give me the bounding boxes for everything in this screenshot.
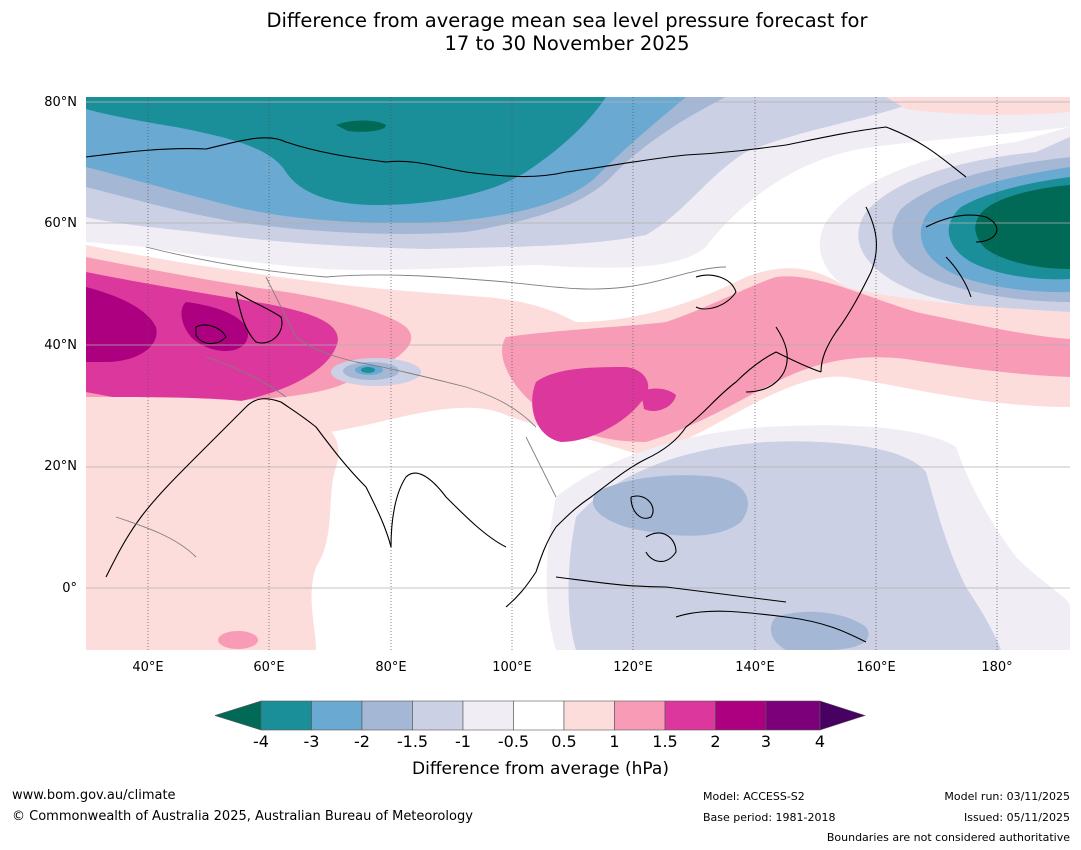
colorbar-bin--2--1.5 [361,700,413,731]
colorbar [215,700,866,731]
tibet-negative-anomaly [331,358,421,386]
lat-label-60n: 60°N [44,216,77,231]
colorbar-extend-high [819,700,866,731]
colorbar-tick: -2 [354,732,370,751]
colorbar-tick: -0.5 [497,732,530,751]
lon-label-140e: 140°E [735,660,775,675]
colorbar-bin-2-3 [715,700,767,731]
tropical-pacific-negative-anomaly [546,425,1070,650]
colorbar-bin--0.5-0.5 [513,700,565,731]
colorbar-tick: 2 [710,732,721,751]
colorbar-bin--4--3 [260,700,312,731]
colorbar-bin-1.5-2 [664,700,716,731]
colorbar-title: Difference from average (hPa) [412,759,669,779]
model-name: Model: ACCESS-S2 [703,790,805,803]
model-run-date: Model run: 03/11/2025 [944,790,1070,803]
siberia-negative-anomaly [86,97,1070,270]
base-period: Base period: 1981-2018 [703,811,836,824]
colorbar-tick: -1 [455,732,471,751]
lon-label-120e: 120°E [613,660,653,675]
pressure-anomaly-map [86,97,1070,650]
north-pacific-negative-anomaly [819,127,1070,322]
issued-date: Issued: 05/11/2025 [963,811,1070,824]
colorbar-tick: 1.5 [652,732,678,751]
lat-label-80n: 80°N [44,95,77,110]
colorbar-tick: -3 [303,732,320,751]
map-gridlines [86,97,1070,650]
lon-label-40e: 40°E [132,660,164,675]
title-line-1: Difference from average mean sea level p… [266,9,868,32]
colorbar-bin--1.5--1 [412,700,464,731]
lon-label-100e: 100°E [492,660,532,675]
colorbar-tick: 4 [814,732,826,751]
midlatitude-positive-anomaly [86,245,1070,462]
colorbar-tick: 1 [609,732,620,751]
colorbar-bin--1--0.5 [462,700,514,731]
country-borders [115,246,727,558]
lon-label-80e: 80°E [375,660,407,675]
boundary-disclaimer: Boundaries are not considered authoritat… [826,831,1070,844]
colorbar-bin-0.5-1 [563,700,615,731]
colorbar-tick: 3 [760,732,772,751]
colorbar-tick: 0.5 [551,732,577,751]
colorbar-bin--3--2 [311,700,363,731]
colorbar-bin-1-1.5 [614,700,666,731]
top-right-positive [886,97,1070,115]
colorbar-bin-3-4 [765,700,821,731]
website-link[interactable]: www.bom.gov.au/climate [12,788,176,803]
lon-label-160e: 160°E [856,660,896,675]
lat-label-40n: 40°N [44,338,77,353]
tropical-west-positive-anomaly [86,397,339,650]
coastlines [86,126,998,643]
lon-label-180: 180° [981,660,1013,675]
lat-label-20n: 20°N [44,459,77,474]
lat-label-0: 0° [62,581,77,596]
title-line-2: 17 to 30 November 2025 [444,32,690,55]
figure-title: Difference from average mean sea level p… [0,9,1081,55]
lon-label-60e: 60°E [253,660,285,675]
colorbar-extend-low [215,700,262,731]
colorbar-tick: -4 [253,732,269,751]
colorbar-tick: -1.5 [396,732,429,751]
copyright-notice: © Commonwealth of Australia 2025, Austra… [12,809,473,824]
